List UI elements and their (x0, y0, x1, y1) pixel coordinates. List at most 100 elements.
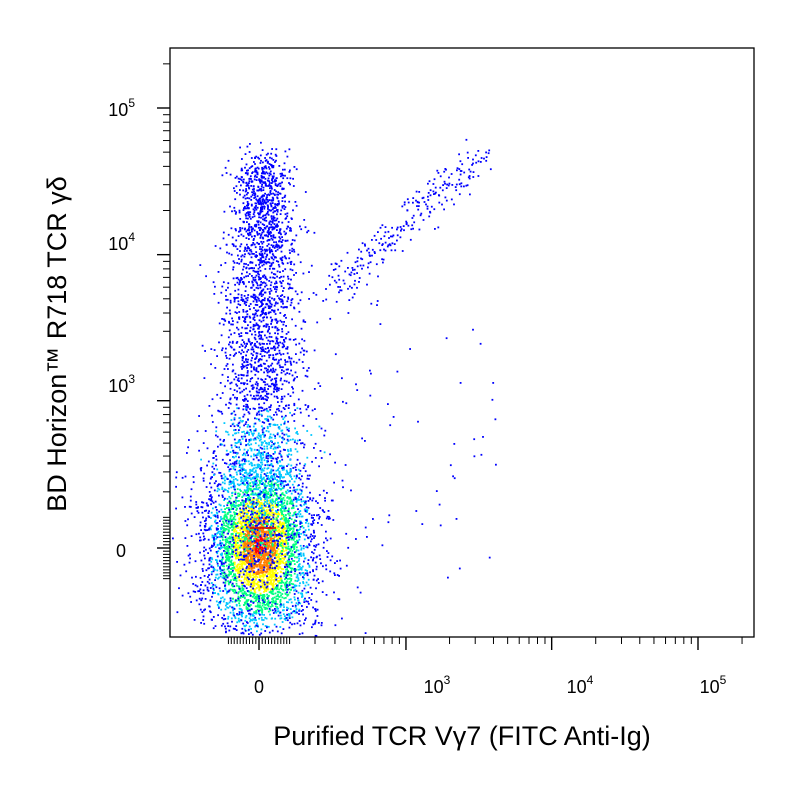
event-dot (241, 551, 244, 554)
event-dot (262, 619, 265, 621)
event-dot (276, 223, 279, 226)
event-dot (210, 560, 213, 563)
event-dot (246, 403, 249, 406)
event-dot (250, 478, 252, 481)
event-dot (259, 538, 262, 540)
event-dot (260, 501, 263, 504)
event-dot (264, 363, 266, 365)
event-dot (251, 346, 254, 349)
event-dot (214, 245, 217, 247)
event-dot (293, 377, 296, 380)
event-dot (271, 378, 274, 381)
event-dot (261, 350, 264, 352)
event-dot (253, 506, 256, 509)
event-dot (189, 495, 192, 498)
event-dot (239, 571, 242, 574)
event-dot (211, 585, 214, 588)
event-dot (228, 468, 231, 471)
event-dot (272, 457, 275, 460)
event-dot (224, 588, 227, 591)
event-dot (237, 505, 240, 508)
event-dot (221, 572, 224, 575)
event-dot (247, 566, 250, 569)
event-dot (256, 624, 259, 627)
event-dot (241, 298, 244, 301)
event-dot (246, 489, 248, 492)
event-dot (245, 542, 247, 545)
event-dot (247, 608, 250, 611)
event-dot (255, 466, 257, 469)
event-dot (268, 301, 271, 303)
event-dot (261, 457, 263, 460)
event-dot (235, 629, 238, 631)
event-dot (287, 531, 289, 534)
event-dot (294, 543, 297, 546)
event-dot (223, 439, 225, 441)
event-dot (256, 232, 259, 235)
event-dot (313, 574, 316, 577)
event-dot (244, 475, 247, 478)
event-dot (237, 617, 240, 620)
event-dot (243, 413, 246, 416)
event-dot (263, 557, 265, 560)
event-dot (294, 606, 297, 608)
event-dot (264, 526, 266, 528)
event-dot (260, 607, 263, 610)
event-dot (253, 215, 256, 218)
event-dot (241, 609, 243, 612)
event-dot (312, 522, 315, 524)
event-dot (275, 190, 277, 193)
event-dot (364, 632, 367, 634)
event-dot (227, 580, 229, 583)
event-dot (256, 550, 258, 552)
event-dot (315, 568, 318, 571)
event-dot (265, 457, 268, 459)
event-dot (225, 289, 227, 292)
event-dot (236, 613, 239, 616)
event-dot (251, 585, 254, 588)
event-dot (275, 566, 277, 569)
event-dot (238, 462, 240, 465)
event-dot (232, 536, 235, 539)
event-dot (246, 515, 248, 518)
event-dot (199, 536, 202, 539)
event-dot (260, 533, 263, 536)
event-dot (259, 584, 262, 587)
event-dot (238, 500, 240, 502)
event-dot (224, 552, 226, 555)
event-dot (268, 484, 271, 486)
event-dot (235, 577, 238, 580)
event-dot (303, 601, 306, 603)
event-dot (280, 250, 283, 253)
event-dot (287, 275, 289, 278)
event-dot (280, 475, 283, 478)
event-dot (239, 488, 241, 491)
event-dot (234, 568, 237, 571)
event-dot (252, 549, 255, 552)
event-dot (233, 389, 236, 391)
event-dot (257, 199, 260, 201)
event-dot (254, 530, 256, 532)
event-dot (269, 531, 271, 534)
event-dot (262, 596, 264, 599)
event-dot (308, 298, 310, 300)
event-dot (271, 512, 273, 514)
event-dot (254, 295, 257, 298)
event-dot (235, 175, 238, 178)
event-dot (281, 476, 284, 479)
event-dot (257, 512, 260, 515)
event-dot (194, 584, 197, 587)
event-dot (241, 390, 244, 393)
event-dot (288, 548, 291, 551)
event-dot (232, 535, 235, 537)
event-dot (270, 530, 273, 533)
event-dot (238, 351, 241, 354)
event-dot (266, 323, 269, 326)
event-dot (232, 564, 234, 566)
event-dot (293, 563, 296, 565)
event-dot (305, 591, 308, 594)
event-dot (251, 280, 254, 283)
event-dot (266, 520, 269, 523)
event-dot (278, 536, 280, 538)
event-dot (307, 414, 310, 417)
